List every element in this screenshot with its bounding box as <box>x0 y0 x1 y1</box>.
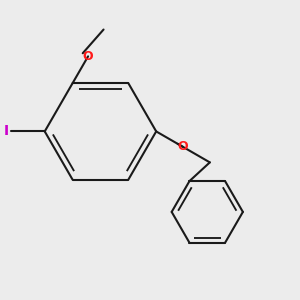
Text: I: I <box>4 124 9 138</box>
Text: O: O <box>178 140 188 153</box>
Text: O: O <box>83 50 93 63</box>
